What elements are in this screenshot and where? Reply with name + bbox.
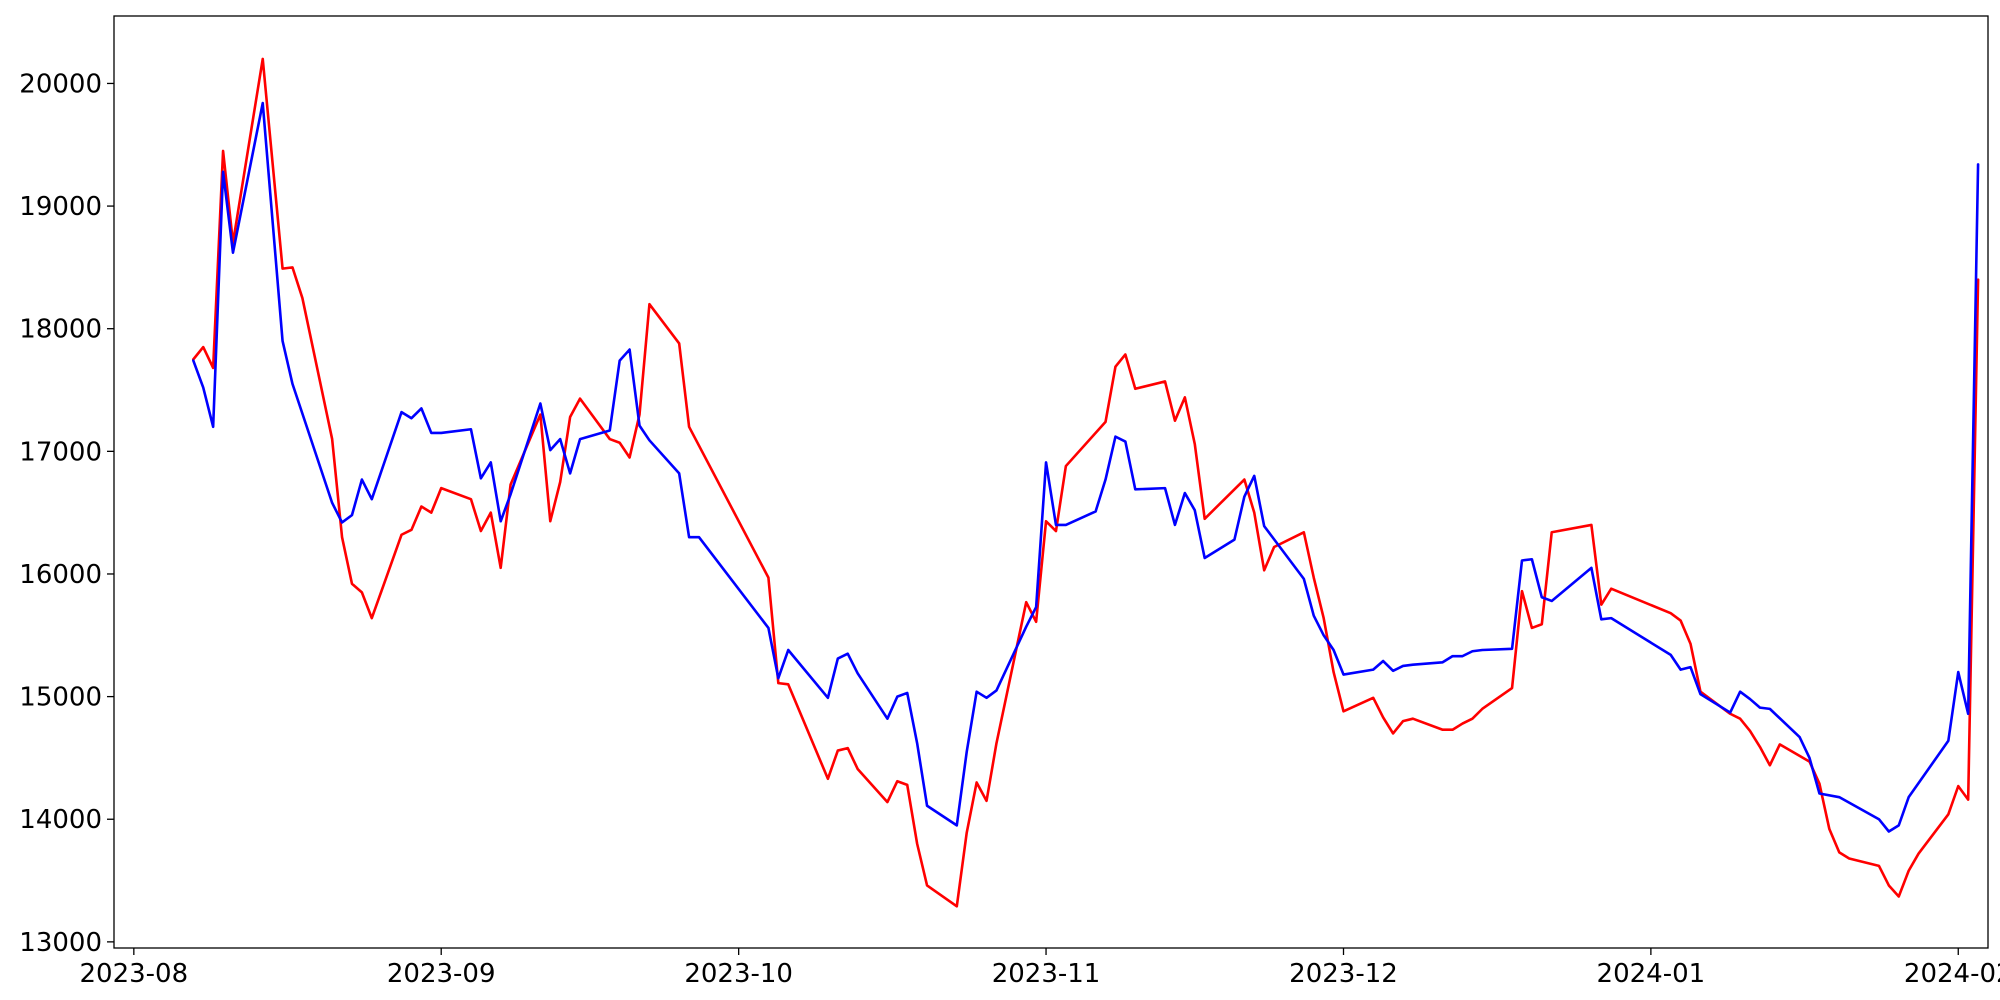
y-tick-label: 18000 <box>19 315 102 345</box>
y-tick-label: 19000 <box>19 192 102 222</box>
y-tick-label: 17000 <box>19 437 102 467</box>
plot-frame <box>113 15 1989 949</box>
x-tick-label: 2023-10 <box>684 959 793 989</box>
x-tick-label: 2024-02 <box>1904 959 2000 989</box>
series-line-1 <box>192 57 1980 908</box>
y-tick-label: 14000 <box>19 805 102 835</box>
x-axis: 2023-08 2023-09 2023-10 2023-11 2023-12 2024-… <box>80 948 2000 989</box>
x-tick-label: 2023-08 <box>80 959 189 989</box>
x-tick-label: 2023-11 <box>992 959 1101 989</box>
x-tick-label: 2024-01 <box>1597 959 1706 989</box>
x-tick-label: 2023-09 <box>387 959 496 989</box>
y-tick-label: 16000 <box>19 560 102 590</box>
y-tick-label: 15000 <box>19 683 102 713</box>
series-line-2 <box>192 101 1980 833</box>
series-layer <box>192 57 1980 908</box>
x-tick-label: 2023-12 <box>1289 959 1398 989</box>
y-axis: 13000 14000 15000 16000 17000 18000 19000 20000 <box>19 69 114 958</box>
y-tick-label: 13000 <box>19 928 102 958</box>
y-tick-label: 20000 <box>19 69 102 99</box>
